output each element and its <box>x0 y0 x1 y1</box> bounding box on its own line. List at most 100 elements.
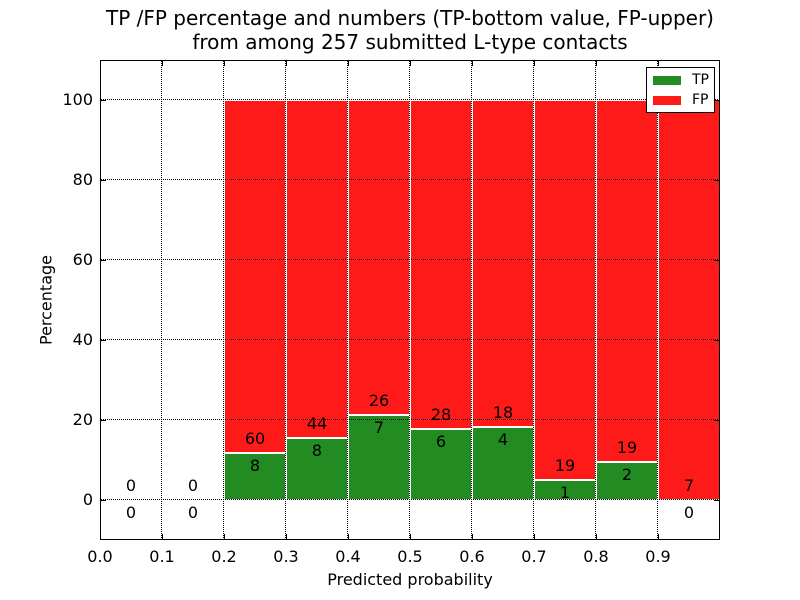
gridline-vertical <box>409 60 410 540</box>
y-tick-left <box>101 99 106 101</box>
x-tick-label: 0.9 <box>645 547 671 566</box>
tp-count-label: 1 <box>559 483 571 502</box>
x-axis-label: Predicted probability <box>327 570 493 589</box>
x-tick-top <box>347 61 349 66</box>
legend-label-fp: FP <box>692 91 709 108</box>
bar-fp-segment <box>224 100 286 453</box>
bar-fp-segment <box>286 100 348 439</box>
x-tick-bottom <box>657 534 659 539</box>
bar-fp-segment <box>534 100 596 480</box>
x-tick-top <box>285 61 287 66</box>
x-tick-top <box>409 61 411 66</box>
x-tick-label: 0.8 <box>583 547 609 566</box>
y-axis-label: Percentage <box>36 254 56 346</box>
gridline-horizontal <box>100 419 720 420</box>
bar-fp-segment <box>658 100 720 500</box>
x-tick-bottom <box>533 534 535 539</box>
chart-title-line-2: from among 257 submitted L-type contacts <box>192 30 628 54</box>
y-tick-left <box>101 179 106 181</box>
gridline-horizontal <box>100 179 720 180</box>
tp-count-label: 4 <box>497 430 509 450</box>
x-tick-label: 0.7 <box>521 547 547 566</box>
y-tick-left <box>101 419 106 421</box>
x-tick-bottom <box>409 534 411 539</box>
tp-count-label: 8 <box>311 441 323 461</box>
x-tick-label: 0.3 <box>273 547 299 566</box>
fp-count-label: 0 <box>187 476 199 495</box>
legend-row-fp: FP <box>647 91 714 108</box>
legend-swatch-fp <box>653 95 681 105</box>
bar-tp-segment <box>348 415 410 500</box>
y-tick-right <box>714 259 719 261</box>
fp-count-label: 28 <box>430 405 452 425</box>
tp-count-label: 7 <box>373 418 385 438</box>
fp-count-label: 0 <box>125 476 137 495</box>
y-tick-left <box>101 259 106 261</box>
tp-count-label: 0 <box>683 503 695 522</box>
y-tick-right <box>714 339 719 341</box>
fp-count-label: 19 <box>554 456 576 475</box>
x-tick-bottom <box>347 534 349 539</box>
x-tick-label: 0.4 <box>335 547 361 566</box>
x-tick-label: 0.2 <box>211 547 237 566</box>
x-tick-bottom <box>595 534 597 539</box>
y-tick-right <box>714 419 719 421</box>
fp-count-label: 26 <box>368 391 390 411</box>
tp-count-label: 0 <box>187 503 199 522</box>
y-tick-right <box>714 99 719 101</box>
gridline-vertical <box>223 60 224 540</box>
x-tick-label: 0.6 <box>459 547 485 566</box>
gridline-vertical <box>347 60 348 540</box>
x-tick-top <box>595 61 597 66</box>
bar-fp-segment <box>596 100 658 462</box>
bar-fp-segment <box>410 100 472 430</box>
x-tick-bottom <box>99 534 101 539</box>
y-tick-right <box>714 179 719 181</box>
bar-tp-segment <box>596 461 658 500</box>
chart-title-line-1: TP /FP percentage and numbers (TP-bottom… <box>106 6 714 30</box>
y-tick-label: 100 <box>62 90 93 109</box>
x-tick-bottom <box>161 534 163 539</box>
gridline-vertical <box>533 60 534 540</box>
x-tick-top <box>99 61 101 66</box>
gridline-vertical <box>161 60 162 540</box>
tp-count-label: 0 <box>125 503 137 522</box>
y-tick-left <box>101 339 106 341</box>
gridline-vertical <box>285 60 286 540</box>
x-tick-top <box>161 61 163 66</box>
bar-tp-segment <box>410 429 472 500</box>
fp-count-label: 7 <box>683 476 695 495</box>
x-tick-bottom <box>285 534 287 539</box>
y-tick-label: 60 <box>72 250 93 269</box>
legend: TP FP <box>646 67 715 113</box>
fp-count-label: 18 <box>492 403 514 423</box>
tp-count-label: 6 <box>435 432 447 452</box>
fp-count-label: 60 <box>244 428 266 448</box>
gridline-vertical <box>657 60 658 540</box>
tp-count-label: 2 <box>621 464 633 484</box>
bar-fp-segment <box>348 100 410 416</box>
gridline-horizontal <box>100 99 720 100</box>
bar-tp-segment <box>472 427 534 500</box>
y-tick-left <box>101 499 106 501</box>
y-tick-label: 0 <box>82 490 93 509</box>
y-tick-label: 40 <box>72 330 93 349</box>
bar-fp-segment <box>472 100 534 428</box>
x-tick-top <box>471 61 473 66</box>
y-tick-right <box>714 499 719 501</box>
legend-swatch-tp <box>653 75 681 85</box>
legend-row-tp: TP <box>647 71 714 88</box>
tp-count-label: 8 <box>249 455 261 475</box>
legend-label-tp: TP <box>692 71 709 88</box>
gridline-horizontal <box>100 499 720 500</box>
x-tick-top <box>657 61 659 66</box>
x-tick-top <box>223 61 225 66</box>
fp-count-label: 19 <box>616 437 638 457</box>
x-tick-label: 0.1 <box>149 547 175 566</box>
bar-tp-segment <box>224 452 286 500</box>
gridline-horizontal <box>100 339 720 340</box>
gridline-horizontal <box>100 259 720 260</box>
x-tick-bottom <box>471 534 473 539</box>
y-tick-label: 80 <box>72 170 93 189</box>
